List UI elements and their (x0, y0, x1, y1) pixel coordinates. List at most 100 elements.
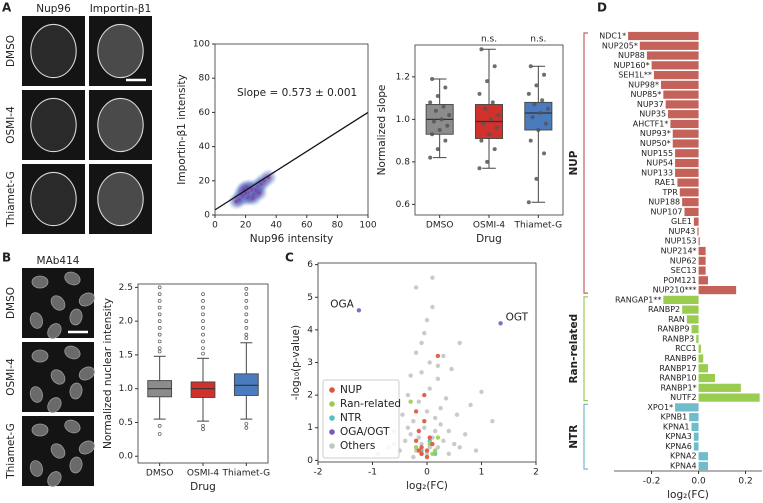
scatter-point (432, 415, 438, 421)
plot-frame (414, 44, 564, 216)
bar (697, 227, 699, 236)
bar-label: KPNA3 (665, 432, 692, 441)
x-tick-label: OSMI-4 (187, 469, 219, 479)
density-core (251, 193, 255, 196)
y-tick-label: 1.0 (396, 115, 411, 125)
bar (628, 31, 699, 41)
bar (653, 70, 699, 80)
density-core (235, 199, 238, 203)
nucleus (64, 345, 81, 360)
bar-label: RAN (668, 315, 685, 324)
scatter-point (419, 445, 424, 450)
bar (698, 285, 737, 295)
x-axis-label: log₂(FC) (406, 480, 448, 492)
bar-label: KPNB1 (661, 413, 688, 422)
bar-label: NUP93* (640, 129, 671, 138)
bar (698, 452, 708, 461)
bar-label: RANBP3 (662, 334, 694, 343)
y-tick-label: 1 (307, 423, 313, 433)
data-point (538, 111, 543, 115)
y-tick-label: 100 (193, 40, 210, 50)
nucleus (31, 275, 49, 289)
bar (698, 461, 708, 471)
bar (696, 334, 699, 344)
bar-label: RAE1 (655, 178, 676, 187)
x-axis-label: log₂(FC) (667, 489, 709, 501)
bar (693, 217, 699, 226)
legend-label: NTR (340, 412, 362, 424)
bar (698, 237, 700, 246)
bar-label: RANGAP1** (615, 295, 661, 304)
bar (675, 168, 699, 177)
scatter-point (411, 454, 416, 460)
panel-letter: B (2, 251, 11, 265)
nucleus (29, 386, 43, 403)
bar-label: RANBP6 (664, 354, 696, 363)
outlier (201, 339, 205, 344)
bar (675, 149, 699, 158)
group-label: NUP (568, 150, 580, 175)
y-tick-label: 1.5 (119, 350, 133, 360)
outlier (244, 286, 249, 291)
y-axis-label: Importin-β1 intensity (176, 74, 188, 184)
point-label: OGA (330, 298, 354, 310)
scatter-point (435, 445, 441, 450)
scatter-point (411, 419, 416, 424)
density-core (251, 196, 255, 200)
nucleus (30, 23, 77, 79)
nucleus (97, 97, 144, 153)
legend-swatch (329, 443, 335, 449)
bar-label: NUP153 (665, 237, 697, 246)
bar (691, 422, 699, 432)
y-tick-label: 60 (199, 108, 211, 118)
nucleus (69, 308, 83, 326)
density-core (250, 187, 254, 191)
nucleus (69, 382, 83, 400)
scatter-point (416, 435, 422, 440)
x-tick-label: 40 (270, 221, 282, 231)
data-point (481, 121, 486, 126)
panel-letter: A (2, 1, 12, 15)
scatter-point (430, 275, 435, 280)
nucleus (47, 323, 62, 339)
y-tick-label: 3 (307, 358, 313, 368)
nucleus (50, 443, 66, 459)
bar-label: KPNA4 (670, 462, 697, 471)
bar-label: NUP107 (651, 207, 683, 216)
group-label: NTR (568, 425, 580, 449)
image-row-label: OSMI-4 (5, 106, 17, 144)
bar (693, 432, 699, 441)
outlier (201, 346, 205, 351)
y-tick-label: 0 (204, 211, 210, 221)
scatter-point (435, 353, 441, 359)
data-point (526, 91, 531, 96)
scatter-point (427, 386, 432, 391)
legend-swatch (329, 387, 335, 393)
scatter-point (422, 330, 427, 336)
significance-label: n.s. (530, 35, 546, 45)
legend-swatch (329, 415, 335, 421)
significance-label: n.s. (481, 35, 497, 45)
x-tick-label: 0.2 (738, 477, 752, 487)
bar-label: GLE1 (671, 217, 692, 226)
panel-letter: C (285, 251, 294, 265)
bar-label: KPNA6 (665, 442, 692, 451)
bar-label: NUTF2 (670, 393, 696, 402)
scatter-point (427, 435, 432, 440)
density-core (247, 191, 251, 195)
nucleus (47, 397, 62, 413)
nucleus (50, 295, 66, 311)
scatter-point (454, 412, 460, 417)
data-point (477, 166, 482, 171)
bar (682, 305, 699, 314)
bar-label: NUP98* (628, 80, 659, 89)
box (524, 101, 553, 131)
scatter-point (424, 317, 430, 323)
outlier (157, 319, 162, 324)
bar-label: NUP205* (602, 41, 638, 50)
legend-swatch (329, 401, 335, 407)
scatter-point (405, 425, 411, 430)
bar-label: RANBP9 (657, 325, 689, 334)
x-tick-label: -0.2 (643, 477, 661, 487)
data-point (441, 104, 446, 109)
